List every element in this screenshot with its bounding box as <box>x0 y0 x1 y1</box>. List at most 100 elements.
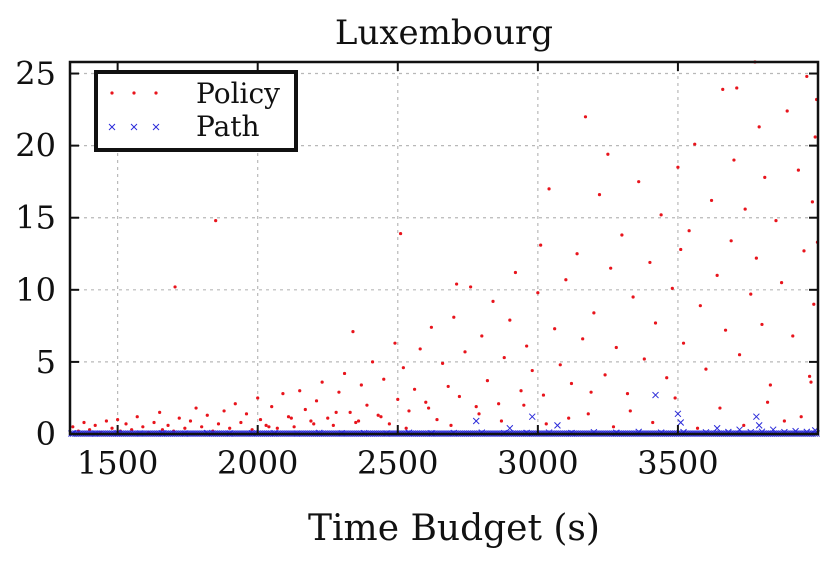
policy-point <box>592 311 596 315</box>
policy-point <box>348 410 352 414</box>
policy-point <box>611 425 616 429</box>
policy-point <box>581 337 585 341</box>
policy-point <box>810 200 814 204</box>
policy-point <box>292 425 296 429</box>
policy-point <box>737 353 742 357</box>
legend: Policy Path <box>94 70 298 152</box>
policy-point <box>564 278 568 282</box>
policy-point <box>398 231 403 236</box>
policy-point <box>681 341 686 345</box>
policy-point <box>160 428 165 432</box>
policy-point <box>659 213 663 217</box>
policy-point <box>452 315 456 319</box>
policy-point <box>418 347 422 351</box>
path-series <box>68 391 820 437</box>
policy-point <box>71 425 75 429</box>
path-point <box>677 419 685 426</box>
policy-point <box>281 392 285 396</box>
policy-point <box>309 419 313 423</box>
policy-point <box>805 74 809 79</box>
policy-point <box>393 341 397 345</box>
policy-point <box>679 247 683 252</box>
policy-point <box>676 165 680 169</box>
cross-stroke <box>554 421 561 429</box>
policy-point <box>412 387 417 391</box>
policy-point <box>135 415 139 419</box>
policy-point <box>342 371 347 376</box>
policy-point <box>765 400 770 404</box>
policy-point <box>648 260 652 265</box>
policy-point <box>485 379 490 383</box>
policy-point <box>424 400 428 404</box>
policy-point <box>558 363 562 367</box>
x-tick-label: 3500 <box>637 444 718 482</box>
policy-point <box>631 295 635 299</box>
policy-point <box>586 412 590 416</box>
policy-point <box>637 180 641 184</box>
path-point <box>528 413 536 421</box>
x-tick-label: 2500 <box>357 444 438 482</box>
legend-policy-dot <box>110 91 114 95</box>
policy-point <box>729 239 733 243</box>
policy-point <box>312 422 316 426</box>
cross-stroke <box>755 421 763 429</box>
policy-point <box>331 423 335 427</box>
policy-point <box>116 417 120 422</box>
policy-point <box>289 416 293 420</box>
cross-stroke <box>713 424 721 432</box>
policy-point <box>183 426 187 430</box>
policy-point <box>704 367 708 371</box>
policy-point <box>275 426 279 430</box>
policy-point <box>216 422 221 426</box>
path-point <box>753 413 760 421</box>
policy-point <box>774 219 778 223</box>
x-tick-label: 3000 <box>497 444 578 482</box>
policy-point <box>382 377 386 381</box>
cross-stroke <box>528 413 536 421</box>
policy-point <box>575 252 579 256</box>
policy-point <box>768 383 772 387</box>
policy-point <box>244 412 249 416</box>
policy-point <box>541 393 546 397</box>
policy-point <box>166 423 170 427</box>
policy-point <box>522 403 526 407</box>
policy-point <box>351 330 355 334</box>
policy-point <box>396 397 400 401</box>
policy-point <box>370 360 375 364</box>
policy-point <box>239 420 243 425</box>
cross-stroke <box>472 417 480 425</box>
cross-stroke <box>652 391 659 399</box>
policy-point <box>480 334 484 338</box>
policy-point <box>455 282 459 286</box>
policy-point <box>477 412 481 416</box>
policy-point <box>519 389 523 393</box>
policy-point <box>502 355 506 360</box>
policy-point <box>463 350 467 354</box>
policy-point <box>530 368 534 373</box>
policy-point <box>497 402 501 406</box>
policy-point <box>314 399 319 403</box>
y-tick-label: 5 <box>36 343 56 381</box>
policy-point <box>603 373 607 377</box>
policy-point <box>567 416 571 420</box>
policy-point <box>93 423 97 427</box>
x-tick-label: 2000 <box>217 444 298 482</box>
policy-point <box>474 405 478 409</box>
policy-point <box>404 426 408 430</box>
legend-box <box>94 70 298 152</box>
x-axis-title: Time Budget (s) <box>308 508 600 549</box>
policy-point <box>446 384 450 389</box>
path-point <box>506 424 514 432</box>
policy-point <box>298 389 302 393</box>
legend-policy-marker <box>110 91 158 95</box>
policy-point <box>569 381 574 386</box>
policy-point <box>763 175 767 179</box>
policy-point <box>469 285 473 289</box>
policy-point <box>791 334 795 338</box>
policy-point <box>256 396 260 400</box>
policy-point <box>365 403 369 407</box>
policy-point <box>809 380 813 384</box>
policy-point <box>779 281 784 285</box>
policy-point <box>110 426 114 430</box>
